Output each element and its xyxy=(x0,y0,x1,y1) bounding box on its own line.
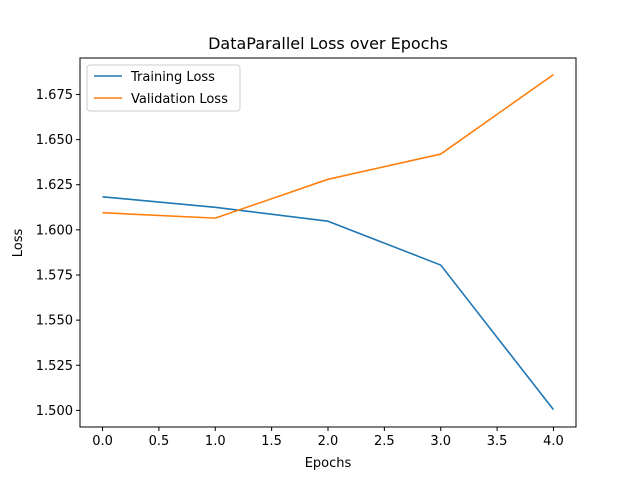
y-axis-label: Loss xyxy=(11,229,26,258)
legend-label-training-loss: Training Loss xyxy=(130,70,215,85)
y-tick-label-1-575: 1.575 xyxy=(36,268,73,283)
plot-frame xyxy=(79,57,577,428)
series-line-training-loss xyxy=(102,196,555,411)
x-tick-label-4-0: 4.0 xyxy=(543,434,564,449)
y-tick-label-1-650: 1.650 xyxy=(36,133,73,148)
x-tick-label-3-0: 3.0 xyxy=(430,434,451,449)
series-layer xyxy=(102,73,555,411)
x-tick-label-2-5: 2.5 xyxy=(374,434,395,449)
legend-box xyxy=(86,64,241,112)
y-tick-label-1-550: 1.550 xyxy=(36,314,73,329)
series-line-validation-loss xyxy=(102,73,554,219)
x-tick-label-1-5: 1.5 xyxy=(261,434,282,449)
y-axis-ticks: 1.500 1.525 1.550 1.575 1.600 1.625 1.650 1.675 xyxy=(36,88,80,419)
x-tick-label-0-5: 0.5 xyxy=(149,434,170,449)
plot-area xyxy=(80,58,576,427)
x-tick-label-1-0: 1.0 xyxy=(205,434,226,449)
x-tick-label-2-0: 2.0 xyxy=(318,434,339,449)
chart-title: DataParallel Loss over Epochs xyxy=(208,34,448,53)
legend-label-validation-loss: Validation Loss xyxy=(131,92,228,107)
y-tick-label-1-525: 1.525 xyxy=(36,359,73,374)
y-tick-label-1-600: 1.600 xyxy=(36,223,73,238)
y-tick-label-1-625: 1.625 xyxy=(36,178,73,193)
x-axis-label: Epochs xyxy=(305,456,352,471)
y-tick-label-1-500: 1.500 xyxy=(36,404,73,419)
y-tick-label-1-675: 1.675 xyxy=(36,88,73,103)
x-axis-ticks: 0.0 0.5 1.0 1.5 2.0 2.5 3.0 3.5 4.0 xyxy=(92,427,564,449)
x-tick-label-0-0: 0.0 xyxy=(92,434,113,449)
legend: Training Loss Validation Loss xyxy=(86,64,241,112)
x-tick-label-3-5: 3.5 xyxy=(487,434,508,449)
